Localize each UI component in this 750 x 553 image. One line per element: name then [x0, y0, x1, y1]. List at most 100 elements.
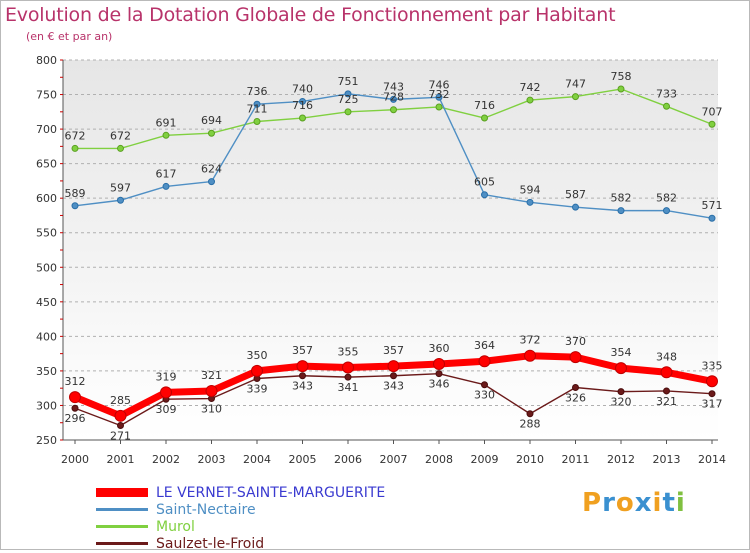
data-point	[617, 388, 625, 396]
y-tick-label: 300	[36, 399, 57, 412]
data-point	[615, 362, 627, 375]
legend-label: Saint-Nectaire	[156, 502, 256, 518]
legend-swatch	[96, 525, 148, 528]
legend-label: Saulzet-le-Froid	[156, 536, 265, 552]
y-tick-label: 400	[36, 330, 57, 343]
data-label: 364	[474, 339, 495, 352]
data-label: 707	[702, 105, 723, 118]
data-point	[708, 120, 716, 128]
y-tick-label: 650	[36, 158, 57, 171]
y-tick-label: 450	[36, 296, 57, 309]
chart-title: Evolution de la Dotation Globale de Fonc…	[5, 4, 616, 26]
data-label: 288	[520, 418, 541, 431]
logo-letter: r	[602, 488, 616, 518]
data-point	[708, 214, 716, 222]
data-label: 357	[383, 344, 404, 357]
data-label: 716	[474, 99, 495, 112]
chart-subtitle: (en € et par an)	[26, 30, 113, 43]
y-tick-label: 550	[36, 227, 57, 240]
data-point	[663, 207, 670, 215]
data-label: 587	[565, 188, 586, 201]
data-label: 343	[383, 380, 404, 393]
data-label: 740	[292, 82, 313, 95]
legend-label: Murol	[156, 519, 195, 535]
data-point	[660, 366, 673, 379]
data-label: 321	[656, 395, 677, 408]
x-tick-label: 2005	[289, 453, 317, 466]
data-label: 372	[520, 334, 541, 347]
data-point	[572, 93, 579, 101]
data-label: 691	[156, 116, 177, 129]
logo-letter: P	[582, 488, 603, 518]
data-point	[663, 102, 670, 110]
data-point	[344, 90, 352, 98]
data-point	[481, 191, 488, 199]
data-label: 296	[65, 412, 86, 425]
x-tick-label: 2001	[107, 453, 135, 466]
x-tick-label: 2010	[516, 453, 544, 466]
data-label: 350	[247, 349, 268, 362]
data-point	[663, 387, 670, 395]
data-label: 319	[156, 370, 177, 383]
data-label: 716	[292, 99, 313, 112]
x-tick-label: 2012	[607, 453, 635, 466]
x-tick-label: 2008	[425, 453, 453, 466]
data-label: 582	[656, 192, 677, 205]
data-point	[205, 384, 218, 397]
y-tick-label: 750	[36, 89, 57, 102]
data-point	[435, 93, 443, 101]
data-point	[296, 360, 309, 373]
data-point	[344, 108, 352, 116]
data-label: 725	[338, 93, 359, 106]
legend-label: LE VERNET-SAINTE-MARGUERITE	[156, 485, 386, 501]
y-tick-label: 700	[36, 123, 57, 136]
data-label: 736	[247, 85, 268, 98]
data-label: 728	[383, 91, 404, 104]
data-label: 343	[292, 380, 313, 393]
logo-letter: t	[662, 488, 676, 518]
data-label: 743	[383, 80, 404, 93]
data-point	[114, 409, 127, 422]
data-point	[526, 410, 534, 418]
data-point	[251, 364, 263, 377]
data-label: 312	[65, 375, 86, 388]
data-label: 310	[201, 403, 222, 416]
data-point	[706, 375, 718, 388]
data-label: 597	[110, 181, 131, 194]
data-label: 751	[338, 75, 359, 88]
x-tick-label: 2006	[334, 453, 362, 466]
data-point	[208, 129, 215, 137]
data-point	[344, 373, 352, 381]
x-tick-label: 2014	[698, 453, 726, 466]
data-label: 326	[565, 391, 586, 404]
x-tick-label: 2002	[152, 453, 180, 466]
data-point	[526, 198, 534, 206]
data-label: 354	[611, 346, 632, 359]
data-label: 346	[429, 378, 450, 391]
x-tick-label: 2000	[61, 453, 89, 466]
y-tick-label: 250	[36, 434, 57, 447]
data-label: 594	[520, 183, 541, 196]
data-point	[69, 391, 81, 404]
data-point	[572, 203, 579, 211]
data-point	[117, 421, 124, 429]
data-label: 285	[110, 394, 131, 407]
data-label: 758	[611, 70, 632, 83]
data-point	[478, 355, 491, 368]
data-point	[390, 372, 397, 380]
data-point	[435, 370, 443, 378]
data-point	[617, 85, 625, 93]
data-label: 672	[65, 129, 86, 142]
x-tick-label: 2013	[653, 453, 681, 466]
data-point	[253, 117, 261, 125]
data-label: 582	[611, 192, 632, 205]
data-point	[569, 351, 582, 364]
data-label: 348	[656, 350, 677, 363]
data-label: 672	[110, 129, 131, 142]
data-label: 747	[565, 78, 586, 91]
data-point	[162, 182, 170, 190]
data-label: 309	[156, 403, 177, 416]
y-tick-label: 350	[36, 365, 57, 378]
x-tick-label: 2011	[562, 453, 590, 466]
